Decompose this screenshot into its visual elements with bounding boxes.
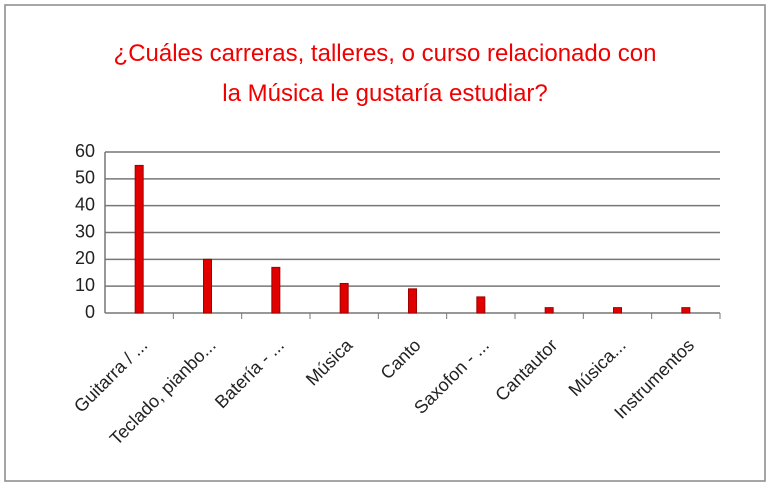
bar (203, 258, 212, 314)
bar (681, 307, 691, 314)
bar (544, 307, 554, 314)
y-tick-label: 50 (75, 168, 95, 188)
bar (408, 288, 417, 314)
y-tick-label: 20 (75, 248, 95, 268)
bar (339, 282, 349, 314)
bar (613, 307, 622, 314)
y-tick-label: 10 (75, 275, 95, 295)
chart-border (4, 4, 766, 482)
chart-title: ¿Cuáles carreras, talleres, o curso rela… (113, 40, 657, 107)
bar (134, 164, 144, 314)
bar (476, 296, 486, 314)
y-tick-label: 0 (85, 302, 95, 322)
y-tick-label: 60 (75, 141, 95, 161)
bar (271, 266, 281, 314)
y-tick-label: 40 (75, 194, 95, 214)
y-tick-label: 30 (75, 221, 95, 241)
